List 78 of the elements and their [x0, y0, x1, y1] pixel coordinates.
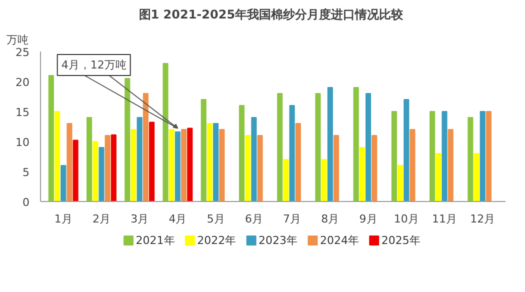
bar — [398, 165, 404, 202]
bar — [187, 128, 193, 202]
bar — [86, 117, 92, 202]
y-tick-label: 25 — [16, 46, 30, 59]
bar — [436, 153, 442, 202]
annotation: 4月，12万吨 — [61, 58, 126, 72]
bar — [283, 159, 289, 202]
bar — [149, 122, 155, 202]
bar — [251, 117, 257, 202]
x-tick-label: 12月 — [470, 212, 496, 226]
bar — [162, 63, 168, 202]
bar — [359, 147, 365, 202]
bar — [315, 93, 321, 202]
bar — [130, 129, 136, 202]
bar — [366, 93, 372, 202]
bar — [372, 135, 378, 202]
bar — [60, 165, 66, 202]
bar — [333, 135, 340, 202]
bar — [54, 111, 60, 202]
y-tick-label: 5 — [22, 166, 30, 179]
bar — [238, 105, 245, 202]
x-tick-label: 9月 — [359, 212, 378, 226]
x-tick-label: 8月 — [321, 212, 340, 226]
bar — [181, 129, 187, 202]
x-tick-label: 6月 — [244, 212, 263, 226]
x-tick-label: 5月 — [206, 212, 225, 226]
bar — [410, 129, 416, 202]
bar — [174, 131, 180, 202]
bar — [486, 111, 492, 202]
legend-label: 2021年 — [136, 234, 175, 247]
bar — [92, 141, 98, 202]
bar — [321, 159, 327, 202]
bar — [142, 93, 148, 202]
legend-label: 2024年 — [320, 234, 359, 247]
bar — [295, 123, 301, 202]
bar — [72, 140, 78, 202]
bar — [48, 75, 54, 202]
bar — [104, 135, 110, 202]
legend-label: 2023年 — [258, 234, 298, 247]
x-tick-label: 10月 — [394, 212, 419, 226]
x-tick-label: 1月 — [54, 212, 72, 226]
bar — [98, 147, 104, 202]
x-tick-label: 11月 — [432, 212, 458, 226]
legend-label: 2025年 — [381, 234, 420, 247]
bar — [327, 87, 333, 202]
bar — [448, 129, 454, 202]
legend-label: 2022年 — [197, 234, 236, 247]
bar — [257, 135, 263, 202]
bar — [200, 99, 206, 202]
chart-title: 图1 2021-2025年我国棉纱分月度进口情况比较 — [138, 8, 404, 22]
bar — [110, 134, 116, 202]
x-tick-label: 2月 — [92, 212, 110, 226]
bar — [124, 78, 130, 202]
bar — [213, 123, 219, 202]
bar — [66, 123, 72, 202]
bar — [289, 105, 295, 202]
y-tick-label: 0 — [22, 196, 30, 209]
bar — [480, 111, 486, 202]
bar — [391, 111, 397, 202]
bar — [136, 117, 142, 202]
y-tick-label: 15 — [16, 106, 30, 119]
bar — [404, 99, 410, 202]
bar — [277, 93, 283, 202]
bar — [468, 117, 474, 202]
bar — [353, 87, 359, 202]
x-tick-label: 7月 — [283, 212, 302, 226]
bar — [474, 153, 480, 202]
y-axis-title: 万吨 — [6, 34, 28, 46]
bar — [430, 111, 436, 202]
bar — [245, 135, 251, 202]
x-tick-label: 4月 — [168, 212, 187, 226]
bar — [206, 123, 213, 202]
bar — [219, 129, 225, 202]
x-tick-label: 3月 — [130, 212, 149, 226]
bar — [442, 111, 448, 202]
y-tick-label: 10 — [16, 136, 30, 149]
y-tick-label: 20 — [16, 76, 30, 89]
bar — [168, 129, 174, 202]
